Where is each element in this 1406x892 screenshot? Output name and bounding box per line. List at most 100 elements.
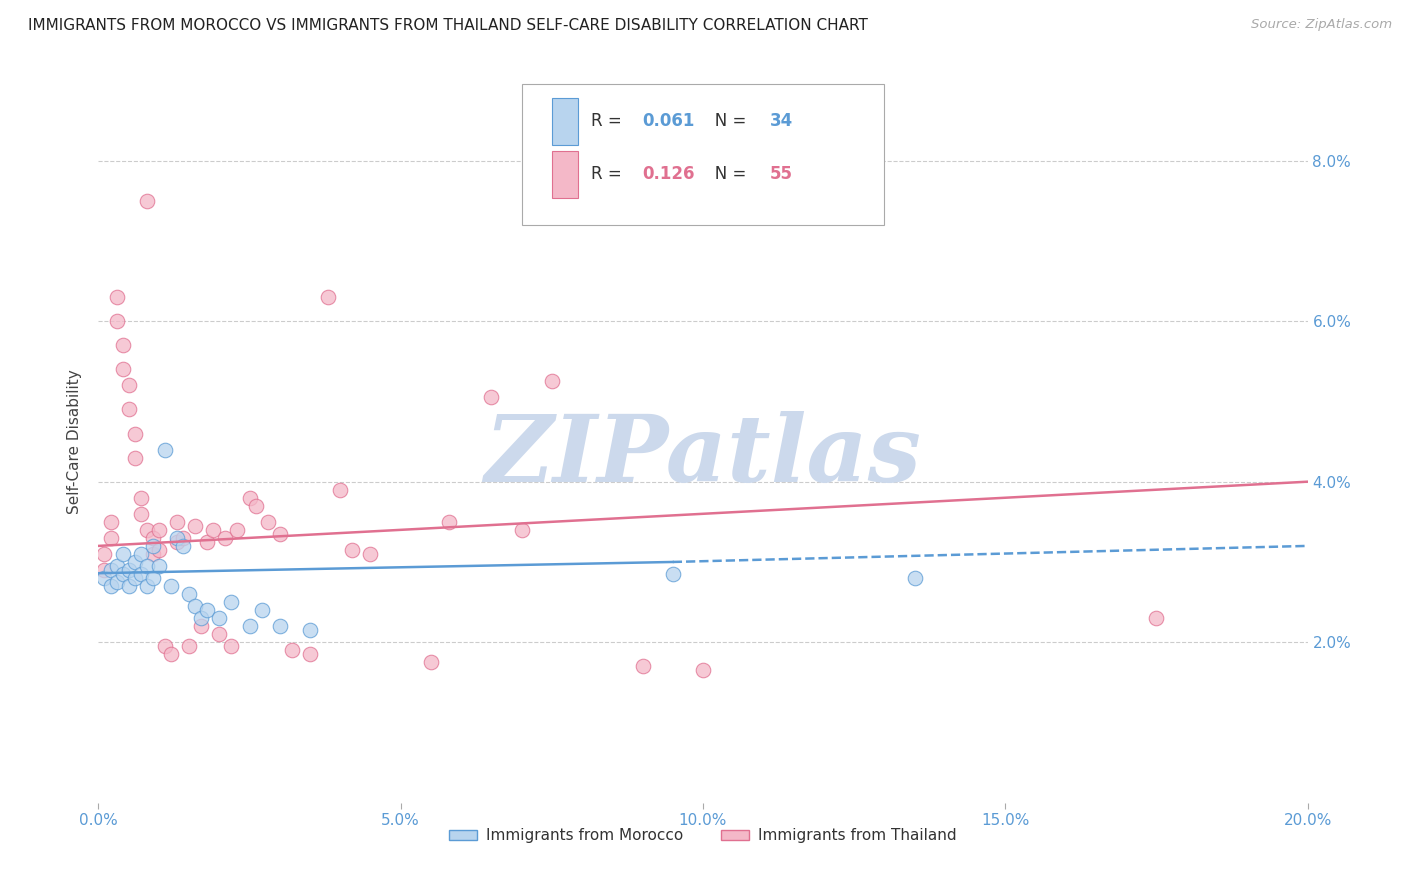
Point: [118, 563, 141, 577]
Point: [118, 402, 141, 417]
Point: [602, 186, 624, 200]
Point: [481, 391, 503, 405]
Point: [105, 314, 128, 328]
Point: [661, 567, 683, 582]
Point: [184, 599, 207, 614]
Point: [250, 603, 273, 617]
Point: [208, 627, 231, 641]
Text: IMMIGRANTS FROM MOROCCO VS IMMIGRANTS FROM THAILAND SELF-CARE DISABILITY CORRELA: IMMIGRANTS FROM MOROCCO VS IMMIGRANTS FR…: [28, 18, 868, 33]
Point: [105, 290, 128, 304]
Point: [142, 539, 165, 553]
Legend: Immigrants from Morocco, Immigrants from Thailand: Immigrants from Morocco, Immigrants from…: [443, 822, 963, 849]
Point: [160, 579, 183, 593]
Point: [299, 648, 322, 662]
Point: [93, 547, 115, 561]
Point: [111, 338, 134, 352]
Point: [226, 523, 249, 537]
Y-axis label: Self-Care Disability: Self-Care Disability: [67, 369, 83, 514]
Point: [281, 643, 304, 657]
Point: [142, 531, 165, 545]
Text: R =: R =: [591, 112, 627, 130]
Point: [420, 655, 443, 669]
Point: [135, 194, 157, 208]
Point: [256, 515, 278, 529]
Point: [221, 639, 243, 653]
Point: [208, 611, 231, 625]
Point: [105, 558, 128, 574]
Point: [93, 571, 115, 585]
Point: [195, 603, 218, 617]
Text: R =: R =: [591, 165, 627, 183]
Point: [135, 579, 157, 593]
Text: ZIPatlas: ZIPatlas: [485, 411, 921, 501]
Point: [166, 515, 188, 529]
Point: [245, 499, 267, 513]
Point: [142, 571, 165, 585]
Point: [135, 523, 157, 537]
Text: 34: 34: [769, 112, 793, 130]
Point: [124, 571, 146, 585]
Point: [153, 639, 176, 653]
Point: [202, 523, 225, 537]
Text: N =: N =: [699, 165, 752, 183]
Point: [111, 567, 134, 582]
Point: [1144, 611, 1167, 625]
Point: [100, 515, 122, 529]
Point: [129, 491, 152, 505]
Text: 0.061: 0.061: [643, 112, 695, 130]
Point: [631, 659, 654, 673]
Point: [93, 563, 115, 577]
Point: [329, 483, 352, 497]
FancyBboxPatch shape: [551, 98, 578, 145]
Point: [166, 531, 188, 545]
Point: [118, 378, 141, 392]
Point: [129, 567, 152, 582]
Point: [179, 587, 201, 601]
Point: [692, 664, 714, 678]
Text: 55: 55: [769, 165, 793, 183]
Point: [111, 362, 134, 376]
Point: [111, 547, 134, 561]
Point: [316, 290, 339, 304]
Point: [184, 518, 207, 533]
Point: [100, 531, 122, 545]
Point: [135, 558, 157, 574]
Point: [214, 531, 236, 545]
Point: [129, 547, 152, 561]
FancyBboxPatch shape: [522, 84, 884, 225]
Point: [166, 534, 188, 549]
Point: [269, 526, 291, 541]
Point: [100, 563, 122, 577]
Point: [148, 542, 170, 557]
Point: [342, 542, 364, 557]
Point: [221, 595, 243, 609]
Point: [904, 571, 927, 585]
Text: N =: N =: [699, 112, 752, 130]
Point: [239, 491, 262, 505]
Point: [172, 539, 194, 553]
Point: [129, 507, 152, 521]
Point: [239, 619, 262, 633]
Point: [540, 375, 562, 389]
Text: Source: ZipAtlas.com: Source: ZipAtlas.com: [1251, 18, 1392, 31]
Point: [195, 534, 218, 549]
Point: [124, 426, 146, 441]
Point: [148, 558, 170, 574]
Point: [160, 648, 183, 662]
Point: [299, 623, 322, 637]
Point: [153, 442, 176, 457]
Point: [437, 515, 460, 529]
Point: [100, 579, 122, 593]
Point: [124, 555, 146, 569]
Text: 0.126: 0.126: [643, 165, 695, 183]
Point: [105, 574, 128, 589]
Point: [179, 639, 201, 653]
Point: [190, 619, 212, 633]
Point: [118, 579, 141, 593]
Point: [190, 611, 212, 625]
Point: [148, 523, 170, 537]
Point: [269, 619, 291, 633]
Point: [124, 450, 146, 465]
FancyBboxPatch shape: [551, 151, 578, 198]
Point: [510, 523, 533, 537]
